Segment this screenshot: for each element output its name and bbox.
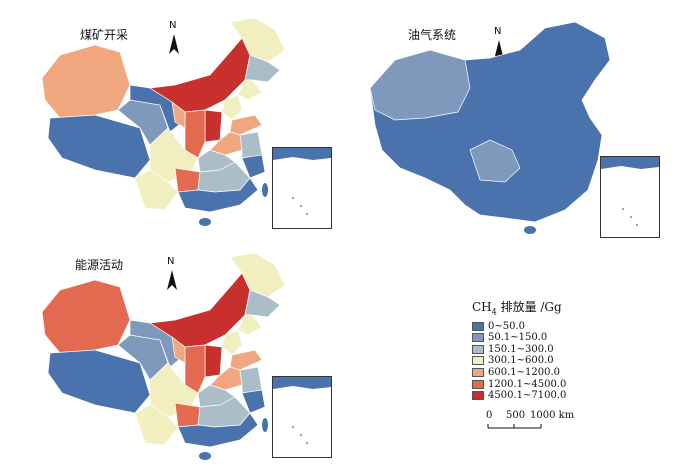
legend-label: 600.1~1200.0: [488, 367, 560, 379]
legend-item: 4500.1~7100.0: [472, 390, 662, 402]
scale-label: 1000 km: [530, 410, 575, 421]
legend-swatch: [472, 356, 484, 366]
legend-item: 50.1~150.0: [472, 332, 662, 344]
legend-swatch: [472, 344, 484, 354]
legend-item: 150.1~300.0: [472, 344, 662, 356]
legend-swatch: [472, 379, 484, 389]
map-legend: CH4 排放量 /Gg 0~50.0 50.1~150.0 150.1~300.0 3…: [472, 298, 662, 402]
legend-swatch: [472, 391, 484, 401]
south-china-sea-inset: [600, 156, 660, 238]
legend-swatch: [472, 368, 484, 378]
legend-label: 50.1~150.0: [488, 332, 548, 344]
legend-label: 4500.1~7100.0: [488, 390, 567, 402]
map-panel-coal-mining: 煤矿开采 N: [0, 0, 340, 235]
north-arrow: N: [165, 20, 183, 56]
legend-item: 600.1~1200.0: [472, 367, 662, 379]
map-panel-energy-activity: 能源活动 N: [0, 240, 340, 472]
south-china-sea-inset: [272, 376, 332, 458]
south-china-sea-inset: [272, 147, 332, 229]
scale-label: 500: [506, 410, 526, 421]
legend-item: 1200.1~4500.0: [472, 378, 662, 390]
north-arrow: N: [163, 256, 181, 292]
legend-swatch: [472, 333, 484, 343]
china-map: [41, 252, 286, 460]
legend-item: 0~50.0: [472, 320, 662, 332]
legend-label: 1200.1~4500.0: [488, 378, 567, 390]
legend-item: 300.1~600.0: [472, 355, 662, 367]
legend-label: 0~50.0: [488, 320, 526, 332]
panel-title: 能源活动: [75, 258, 124, 272]
legend-swatch: [472, 321, 484, 331]
scale-label: 0: [486, 410, 493, 421]
legend-title: CH4 排放量 /Gg: [472, 300, 562, 317]
map-panel-oil-gas: 油气系统 N: [340, 0, 683, 245]
china-map: [369, 21, 611, 234]
panel-title: 煤矿开采: [80, 28, 129, 42]
china-map: [41, 17, 286, 226]
legend-label: 150.1~300.0: [488, 343, 554, 355]
scale-bar: 0 500 1000 km: [486, 410, 576, 440]
panel-title: 油气系统: [408, 28, 457, 42]
legend-label: 300.1~600.0: [488, 355, 554, 367]
